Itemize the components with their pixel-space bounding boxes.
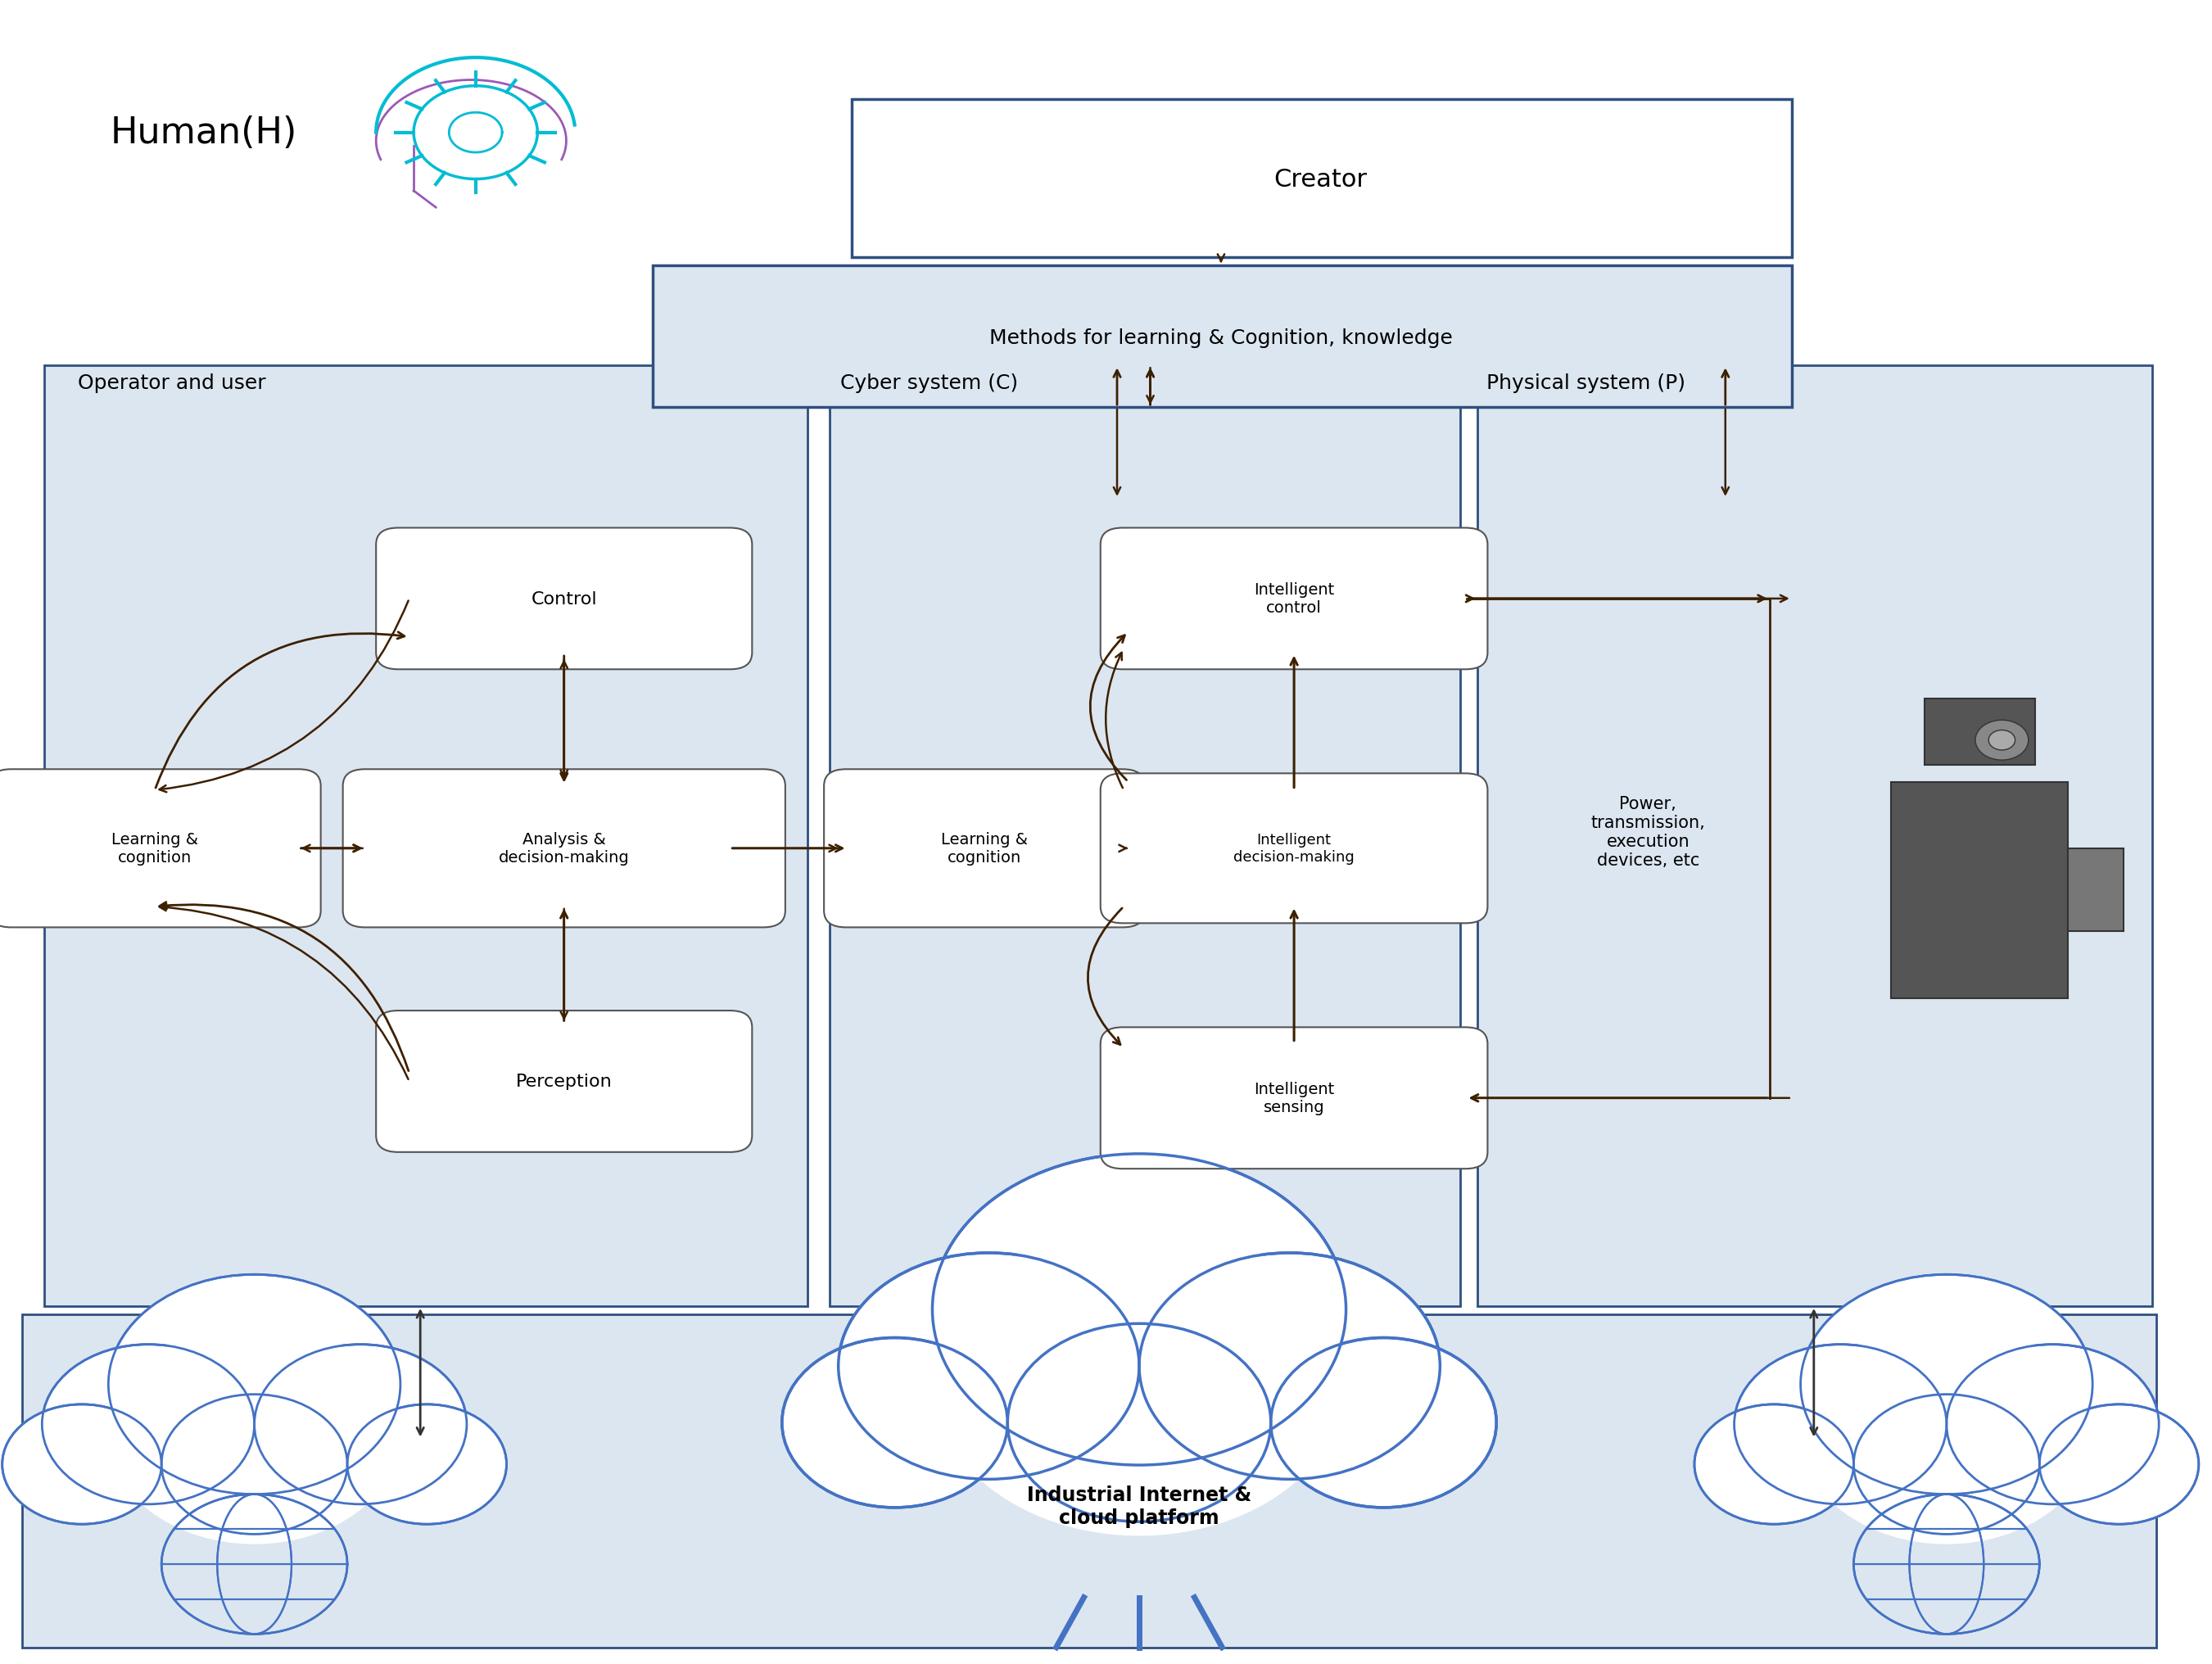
Text: Methods for learning & Cognition, knowledge: Methods for learning & Cognition, knowle… [989, 328, 1453, 348]
Circle shape [1975, 721, 2028, 760]
FancyBboxPatch shape [44, 366, 807, 1306]
Circle shape [1801, 1325, 2093, 1544]
Circle shape [161, 1394, 347, 1534]
Circle shape [2, 1404, 161, 1524]
FancyBboxPatch shape [376, 1010, 752, 1151]
FancyBboxPatch shape [1924, 699, 2035, 765]
Circle shape [1854, 1394, 2039, 1534]
FancyBboxPatch shape [0, 769, 321, 927]
Text: Learning &
cognition: Learning & cognition [940, 832, 1029, 865]
FancyBboxPatch shape [1102, 774, 1486, 924]
Text: Creator: Creator [1274, 168, 1367, 191]
Text: Analysis &
decision-making: Analysis & decision-making [498, 832, 630, 865]
Circle shape [2039, 1404, 2199, 1524]
Text: Cyber system (C): Cyber system (C) [841, 373, 1018, 393]
Circle shape [1694, 1404, 1854, 1524]
Circle shape [108, 1275, 400, 1494]
Text: Operator and user: Operator and user [77, 373, 265, 393]
Circle shape [1009, 1325, 1272, 1521]
Text: Physical system (P): Physical system (P) [1486, 373, 1686, 393]
FancyBboxPatch shape [376, 529, 752, 669]
Text: Intelligent
control: Intelligent control [1254, 582, 1334, 616]
FancyBboxPatch shape [1102, 529, 1486, 669]
Circle shape [1734, 1345, 1947, 1504]
Text: Control: Control [531, 591, 597, 607]
Circle shape [42, 1345, 254, 1504]
Circle shape [254, 1345, 467, 1504]
Text: Intelligent
decision-making: Intelligent decision-making [1234, 832, 1354, 865]
FancyBboxPatch shape [823, 769, 1146, 927]
Circle shape [838, 1253, 1139, 1479]
FancyBboxPatch shape [830, 366, 1460, 1306]
FancyBboxPatch shape [1891, 782, 2068, 998]
FancyBboxPatch shape [1102, 1027, 1486, 1168]
Circle shape [1947, 1345, 2159, 1504]
Circle shape [108, 1325, 400, 1544]
FancyBboxPatch shape [1478, 366, 2152, 1306]
FancyBboxPatch shape [852, 100, 1792, 258]
FancyBboxPatch shape [2068, 849, 2124, 932]
Text: Industrial Internet &
cloud platform: Industrial Internet & cloud platform [1026, 1484, 1252, 1528]
Circle shape [783, 1338, 1009, 1508]
Text: Perception: Perception [515, 1073, 613, 1090]
Text: Intelligent
sensing: Intelligent sensing [1254, 1082, 1334, 1115]
FancyBboxPatch shape [653, 266, 1792, 408]
Circle shape [933, 1155, 1345, 1464]
Circle shape [933, 1225, 1345, 1536]
Circle shape [347, 1404, 507, 1524]
Circle shape [1139, 1253, 1440, 1479]
Text: Learning &
cognition: Learning & cognition [111, 832, 199, 865]
Circle shape [1989, 730, 2015, 750]
Circle shape [1272, 1338, 1498, 1508]
FancyBboxPatch shape [343, 769, 785, 927]
Text: Power,
transmission,
execution
devices, etc: Power, transmission, execution devices, … [1590, 795, 1705, 869]
FancyBboxPatch shape [22, 1315, 2157, 1647]
Text: Human(H): Human(H) [111, 115, 299, 151]
Circle shape [1801, 1275, 2093, 1494]
